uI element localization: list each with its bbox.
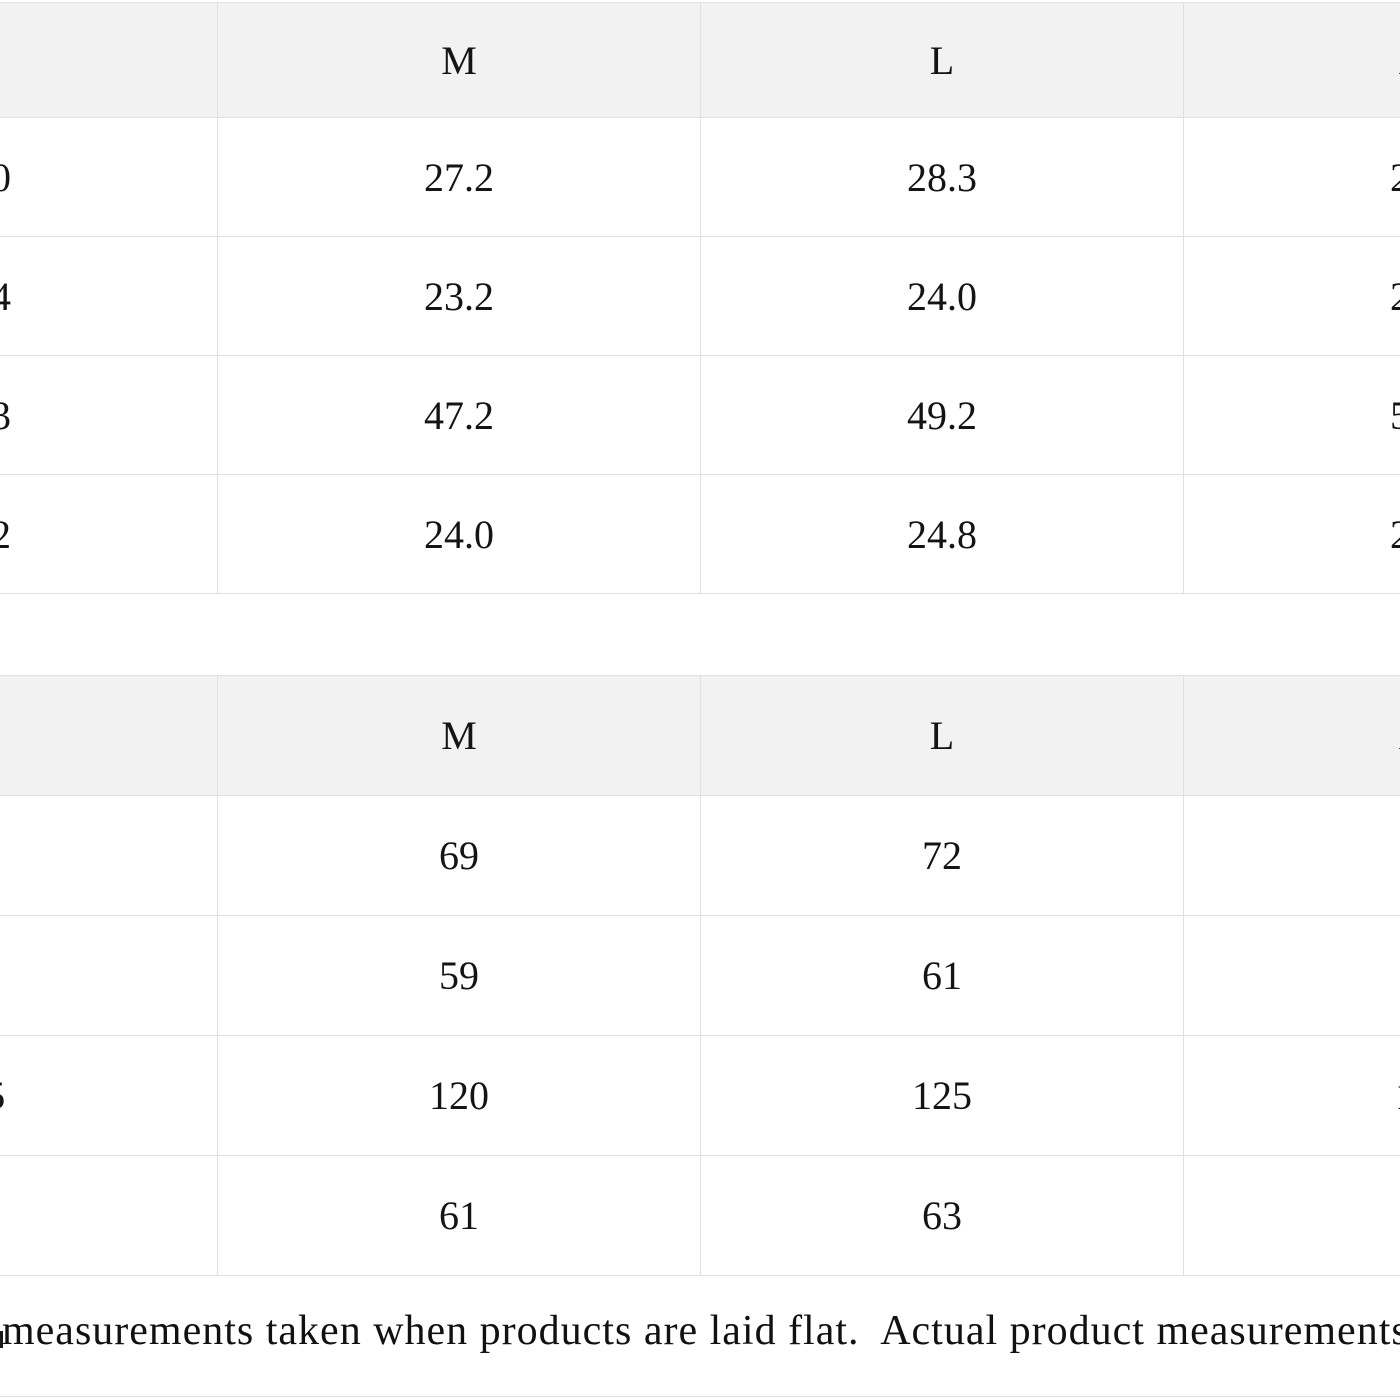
cell-r1-c1 [0,795,218,916]
col-header-size-xl: XL [1183,2,1400,118]
cell-r1-c2: 27.2 [217,117,701,237]
measurement-note: measurements taken when products are lai… [2,1308,1400,1354]
table-row: 61 63 [0,1155,1400,1276]
cell-r2-c2: 23.2 [217,236,701,356]
cell-r3-c4: 51.2 [1183,355,1400,475]
cell-r1-c2: 69 [217,795,701,916]
table-row: 26.0 27.2 28.3 29.5 [0,117,1400,237]
cell-r4-c1: 23.2 [0,474,218,594]
col-header-size-xl: XL [1183,675,1400,796]
cell-r3-c1: 115 [0,1035,218,1156]
table-row: 69 72 [0,795,1400,916]
cell-r2-c1 [0,915,218,1036]
col-header-size-m: M [217,675,701,796]
cell-r4-c3: 63 [700,1155,1184,1276]
cell-r1-c3: 28.3 [700,117,1184,237]
col-header-size-m: M [217,2,701,118]
table-row: 45.3 47.2 49.2 51.2 [0,355,1400,475]
cell-r2-c2: 59 [217,915,701,1036]
cell-r4-c4 [1183,1155,1400,1276]
col-header-size-l: L [700,2,1184,118]
cell-r4-c4: 25.6 [1183,474,1400,594]
table-row: 22.4 23.2 24.0 24.8 [0,236,1400,356]
cell-r2-c4: 24.8 [1183,236,1400,356]
size-table-bottom: M L XL 69 72 59 61 115 120 125 1 [0,675,1400,1282]
cell-r3-c4: 130 [1183,1035,1400,1156]
bottom-divider [0,1396,1400,1397]
header-row: M L XL [0,675,1400,796]
col-header-size-1 [0,2,218,118]
cell-r4-c3: 24.8 [700,474,1184,594]
cell-r1-c1: 26.0 [0,117,218,237]
size-table-top: M L XL 26.0 27.2 28.3 29.5 22.4 23.2 24.… [0,2,1400,603]
cell-r4-c1 [0,1155,218,1276]
table-row: 59 61 [0,915,1400,1036]
cell-r1-c4: 29.5 [1183,117,1400,237]
cell-r3-c3: 49.2 [700,355,1184,475]
cell-r3-c2: 120 [217,1035,701,1156]
table-row: 23.2 24.0 24.8 25.6 [0,474,1400,594]
cell-r2-c3: 24.0 [700,236,1184,356]
table-row: 115 120 125 130 [0,1035,1400,1156]
cell-r2-c1: 22.4 [0,236,218,356]
cell-r4-c2: 61 [217,1155,701,1276]
cell-r3-c3: 125 [700,1035,1184,1156]
col-header-size-l: L [700,675,1184,796]
cell-r1-c3: 72 [700,795,1184,916]
cell-r4-c2: 24.0 [217,474,701,594]
cell-r2-c3: 61 [700,915,1184,1036]
header-row: M L XL [0,2,1400,118]
cell-r2-c4 [1183,915,1400,1036]
cell-r1-c4 [1183,795,1400,916]
size-table-bottom-grid: M L XL 69 72 59 61 115 120 125 1 [0,675,1400,1276]
col-header-size-1 [0,675,218,796]
cell-r3-c2: 47.2 [217,355,701,475]
cell-r3-c1: 45.3 [0,355,218,475]
size-table-top-grid: M L XL 26.0 27.2 28.3 29.5 22.4 23.2 24.… [0,2,1400,594]
clipped-letter-fragment [0,1331,3,1348]
